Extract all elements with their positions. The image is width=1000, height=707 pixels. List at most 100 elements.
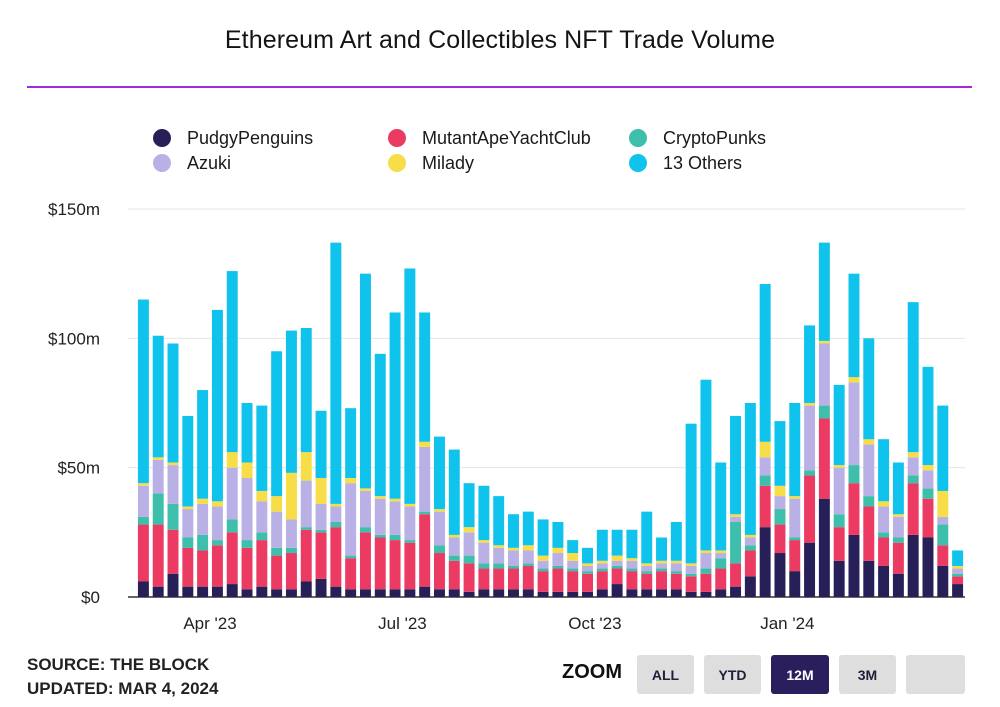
bar-segment — [478, 568, 490, 590]
bar-segment — [833, 514, 845, 528]
bar-segment — [744, 545, 756, 551]
bar-segment — [774, 509, 786, 525]
y-tick-label: $0 — [81, 588, 100, 607]
bar-segment — [226, 532, 238, 585]
zoom-3m-button[interactable]: 3M — [839, 655, 896, 694]
bar-segment — [892, 462, 904, 515]
bar-segment — [167, 573, 179, 597]
bar-segment — [626, 560, 638, 569]
bar-segment — [789, 498, 801, 538]
bar-segment — [892, 516, 904, 538]
bar-segment — [359, 488, 371, 491]
bar-segment — [596, 589, 608, 597]
bar-segment — [211, 309, 223, 502]
x-axis-labels: Apr '23 Jul '23 Oct '23 Jan '24 — [183, 614, 814, 633]
bar-segment — [611, 568, 623, 585]
bar-segment — [641, 589, 653, 597]
bar-segment — [670, 563, 682, 572]
zoom-all-button[interactable]: ALL — [637, 655, 694, 694]
bar-segment — [937, 405, 949, 491]
bar-segment — [744, 534, 756, 538]
bar-segment — [271, 547, 283, 556]
bar-segment — [271, 496, 283, 512]
bar-segment — [359, 490, 371, 528]
bar-segment — [759, 457, 771, 476]
bar-segment — [730, 516, 742, 522]
stacked-bar-chart: PudgyPenguins MutantApeYachtClub CryptoPun… — [48, 128, 965, 633]
zoom-ytd-button[interactable]: YTD — [704, 655, 761, 694]
bar-segment — [256, 586, 268, 597]
bar-segment — [463, 563, 475, 592]
bar-segment — [774, 496, 786, 510]
bar-segment — [892, 573, 904, 597]
bar-segment — [937, 565, 949, 597]
bar-segment — [478, 540, 490, 543]
bar-segment — [907, 452, 919, 458]
bar-segment — [685, 591, 697, 597]
bar-segment — [433, 589, 445, 597]
bar-segment — [152, 457, 164, 460]
bar-segment — [789, 540, 801, 572]
bar-segment — [315, 529, 327, 533]
bar-segment — [937, 516, 949, 525]
bar-segment — [641, 511, 653, 564]
bar-segment — [256, 490, 268, 502]
bar-segment — [670, 521, 682, 561]
bar-segment — [389, 498, 401, 502]
bar-segment — [330, 521, 342, 528]
bar-segment — [641, 563, 653, 566]
bar-segment — [730, 563, 742, 587]
bar-segment — [522, 545, 534, 551]
bar-segment — [226, 519, 238, 533]
legend: PudgyPenguins MutantApeYachtClub CryptoPun… — [153, 128, 766, 173]
bar-segment — [848, 483, 860, 535]
bar-segment — [567, 568, 579, 572]
bar-segment — [537, 568, 549, 572]
bar-segment — [537, 519, 549, 556]
bar-segment — [315, 478, 327, 504]
bar-segment — [596, 568, 608, 572]
bar-segment — [404, 503, 416, 507]
updated-note: UPDATED: MAR 4, 2024 — [27, 679, 219, 698]
bar-segment — [833, 465, 845, 468]
bar-segment — [952, 573, 964, 577]
bar-segment — [508, 547, 519, 551]
bar-segment — [522, 550, 534, 564]
x-tick-label: Oct '23 — [568, 614, 621, 633]
bar-segment — [285, 589, 297, 597]
bar-segment — [818, 343, 830, 406]
bar-segment — [256, 405, 268, 491]
zoom-extra-button[interactable] — [906, 655, 965, 694]
bar-segment — [804, 475, 816, 543]
bar-segment — [818, 405, 830, 419]
bar-segment — [508, 568, 519, 590]
bar-segment — [389, 501, 401, 535]
bar-segment — [878, 532, 890, 538]
bar-segment — [582, 573, 593, 592]
zoom-12m-button[interactable]: 12M — [771, 655, 829, 694]
legend-swatch — [153, 129, 171, 147]
bar-segment — [552, 568, 564, 592]
legend-label: CryptoPunks — [663, 128, 766, 148]
legend-swatch — [153, 154, 171, 172]
bar-segment — [271, 351, 283, 497]
bar-segment — [952, 584, 964, 597]
bar-segment — [493, 563, 505, 569]
bar-segment — [744, 537, 756, 546]
bar-segment — [330, 527, 342, 587]
bar-segment — [730, 521, 742, 564]
bar-segment — [300, 327, 312, 453]
bar-segment — [271, 589, 283, 597]
bar-segment — [863, 506, 875, 561]
legend-swatch — [388, 154, 406, 172]
bar-segment — [448, 560, 460, 590]
bar-segment — [256, 501, 268, 533]
bar-segment — [241, 462, 253, 479]
bar-segment — [626, 589, 638, 597]
bar-segment — [552, 553, 564, 566]
bar-segment — [271, 555, 283, 590]
bar-segment — [463, 591, 475, 597]
bar-segment — [700, 550, 712, 554]
bar-segment — [211, 501, 223, 507]
bar-segment — [359, 273, 371, 489]
